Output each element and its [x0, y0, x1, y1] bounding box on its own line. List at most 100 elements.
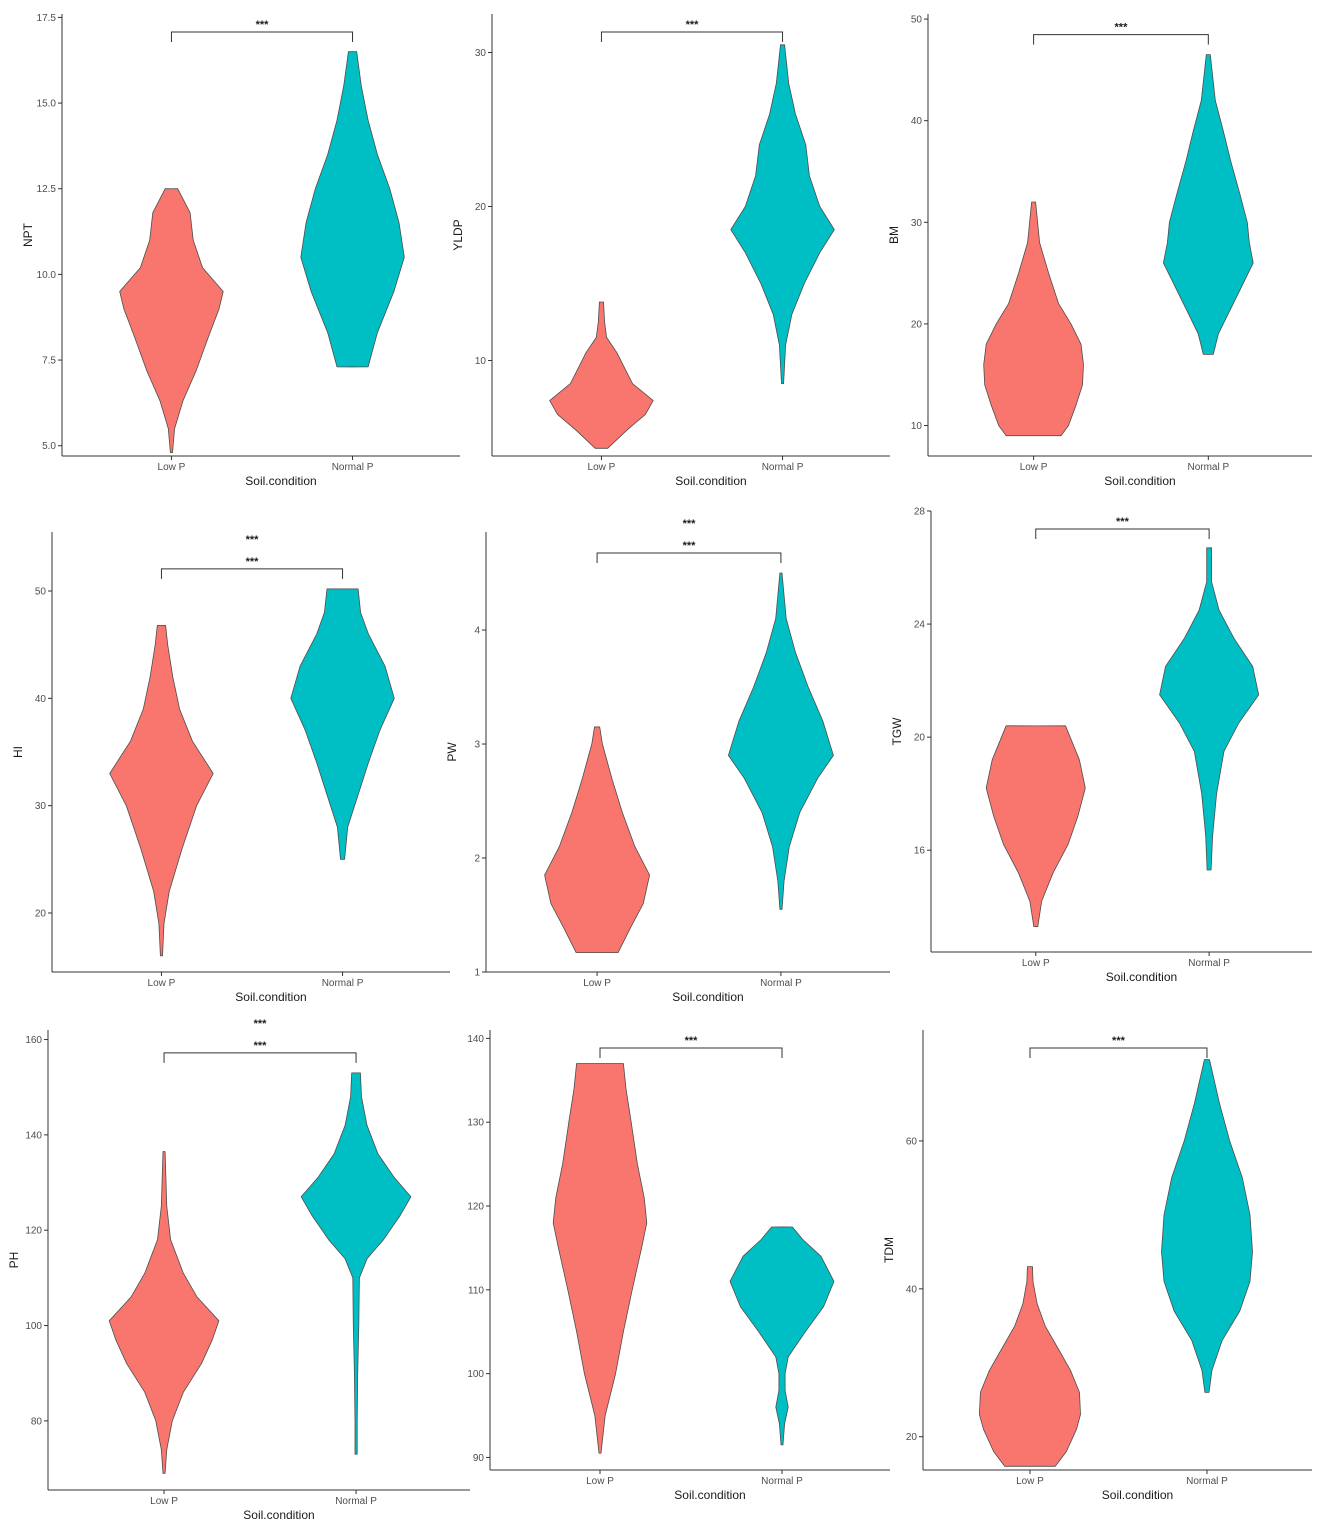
- y-tick-label: 7.5: [42, 356, 56, 367]
- x-tick-label: Low P: [1020, 462, 1048, 473]
- significance-label: ***: [686, 19, 700, 31]
- panel-6: 16 20 24 28 TGW Low P Normal P Soil.condition **…: [890, 507, 1312, 984]
- y-axis-title: YLDP: [451, 219, 465, 250]
- y-tick-label: 50: [35, 587, 47, 598]
- x-axis-title: Soil.condition: [1102, 1488, 1173, 1502]
- x-tick-label: Normal P: [1187, 462, 1229, 473]
- y-tick-label: 40: [906, 1284, 918, 1295]
- x-tick-label: Low P: [583, 978, 611, 989]
- x-tick-label: Normal P: [760, 978, 802, 989]
- significance-bracket: [163, 1052, 357, 1063]
- y-tick-label: 100: [25, 1321, 42, 1332]
- y-tick-label: 30: [475, 48, 487, 59]
- y-axis-title: TGW: [890, 717, 904, 746]
- x-tick-label: Low P: [586, 1476, 614, 1487]
- violin-normal-p: [1163, 54, 1254, 355]
- violin-low-p: [108, 1151, 220, 1474]
- y-tick-label: 16: [914, 846, 926, 857]
- y-tick-label: 15.0: [37, 99, 57, 110]
- y-tick-label: 110: [468, 1285, 484, 1296]
- panel-2: 10 20 30 YLDP Low P Normal P Soil.condition ***: [451, 14, 890, 488]
- violin-normal-p: [730, 44, 835, 385]
- panel-9: 20 40 60 TDM Low P Normal P Soil.condition ***: [882, 1030, 1312, 1502]
- y-tick-label: 28: [914, 507, 926, 518]
- panel-1: 5.0 7.5 10.0 12.5 15.0 17.5 NPT Low P Normal P So…: [21, 13, 460, 488]
- significance-label: ***: [254, 1040, 268, 1052]
- significance-label: ***: [1116, 516, 1130, 528]
- violin-low-p: [983, 201, 1084, 437]
- x-tick-label: Low P: [150, 1496, 178, 1507]
- significance-label: ***: [683, 518, 697, 530]
- significance-bracket: [599, 1047, 783, 1058]
- significance-label: ***: [685, 1035, 699, 1047]
- violin-low-p: [985, 725, 1086, 927]
- y-tick-label: 20: [35, 908, 47, 919]
- y-tick-label: 120: [467, 1202, 484, 1213]
- panel-4: 20 30 40 50 HI Low P Normal P Soil.condition ***…: [11, 532, 450, 1004]
- violin-low-p: [549, 301, 654, 449]
- y-tick-label: 12.5: [37, 184, 57, 195]
- y-tick-label: 2: [474, 854, 480, 865]
- y-tick-label: 30: [911, 218, 923, 229]
- violin-normal-p: [1159, 547, 1260, 871]
- y-axis-title: BM: [887, 226, 901, 244]
- y-tick-label: 90: [473, 1453, 485, 1464]
- x-tick-label: Low P: [158, 462, 186, 473]
- significance-bracket: [1029, 1047, 1208, 1058]
- significance-label: ***: [254, 1018, 268, 1030]
- x-tick-label: Normal P: [322, 978, 364, 989]
- y-tick-label: 30: [35, 801, 47, 812]
- x-axis-title: Soil.condition: [235, 990, 306, 1004]
- x-tick-label: Normal P: [1188, 958, 1230, 969]
- y-tick-label: 60: [906, 1136, 918, 1147]
- y-tick-label: 20: [475, 202, 487, 213]
- violin-low-p: [119, 188, 224, 453]
- significance-bracket: [170, 31, 354, 42]
- y-tick-label: 160: [25, 1035, 42, 1046]
- violin-normal-p: [729, 1226, 835, 1446]
- y-tick-label: 130: [467, 1118, 484, 1129]
- violin-normal-p: [290, 588, 395, 860]
- y-tick-label: 3: [474, 740, 480, 751]
- y-tick-label: 10.0: [37, 270, 57, 281]
- x-axis-title: Soil.condition: [1104, 474, 1175, 488]
- y-tick-label: 140: [25, 1130, 42, 1141]
- panel-8: 90 100 110 120 130 140 Low P Normal P Soil.condi…: [467, 1030, 890, 1502]
- x-axis-title: Soil.condition: [1106, 970, 1177, 984]
- significance-label: ***: [683, 540, 697, 552]
- y-tick-label: 20: [906, 1432, 918, 1443]
- y-tick-label: 20: [911, 319, 923, 330]
- violin-normal-p: [728, 572, 834, 910]
- y-axis-title: PH: [7, 1252, 21, 1269]
- x-axis-title: Soil.condition: [674, 1488, 745, 1502]
- panel-7: 80 100 120 140 160 PH Low P Normal P Soil.condit…: [7, 1018, 470, 1522]
- y-tick-label: 24: [914, 620, 926, 631]
- y-tick-label: 1: [474, 968, 480, 979]
- x-tick-label: Normal P: [762, 462, 804, 473]
- violin-normal-p: [300, 51, 405, 368]
- panel-3: 10 20 30 40 50 BM Low P Normal P Soil.condition *…: [887, 14, 1312, 488]
- x-tick-label: Normal P: [335, 1496, 377, 1507]
- y-tick-label: 100: [467, 1369, 484, 1380]
- significance-bracket: [596, 552, 782, 564]
- significance-bracket: [600, 31, 784, 42]
- x-axis-title: Soil.condition: [243, 1508, 314, 1522]
- x-tick-label: Low P: [1022, 958, 1050, 969]
- y-tick-label: 40: [35, 694, 47, 705]
- y-tick-label: 10: [911, 421, 923, 432]
- y-tick-label: 5.0: [42, 441, 56, 452]
- significance-label: ***: [246, 534, 260, 546]
- y-tick-label: 40: [911, 116, 923, 127]
- violin-normal-p: [300, 1072, 412, 1455]
- y-tick-label: 80: [31, 1416, 43, 1427]
- significance-label: ***: [246, 556, 260, 568]
- y-tick-label: 10: [475, 356, 487, 367]
- x-tick-label: Normal P: [332, 462, 374, 473]
- y-axis-title: HI: [11, 746, 25, 758]
- significance-bracket: [1035, 528, 1210, 539]
- panel-5: 1 2 3 4 PW Low P Normal P Soil.condition *** ***: [445, 518, 890, 1004]
- x-tick-label: Low P: [1016, 1476, 1044, 1487]
- y-axis-title: NPT: [21, 222, 35, 247]
- y-axis-title: TDM: [882, 1237, 896, 1263]
